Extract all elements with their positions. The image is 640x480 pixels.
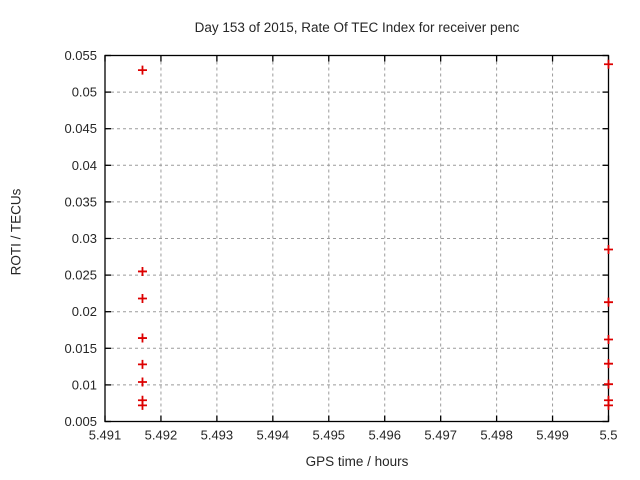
data-point-marker <box>137 359 147 369</box>
data-point-marker <box>137 266 147 276</box>
y-tick-label: 0.025 <box>64 268 97 283</box>
data-point-marker <box>604 400 613 410</box>
x-axis-label: GPS time / hours <box>305 454 409 469</box>
x-tick-label: 5.498 <box>480 428 513 443</box>
data-point-marker <box>604 297 613 307</box>
y-tick-label: 0.02 <box>72 304 97 319</box>
data-point-marker <box>604 379 613 389</box>
data-point-marker <box>604 59 613 69</box>
data-point-marker <box>137 294 147 304</box>
y-tick-label: 0.03 <box>72 231 97 246</box>
y-tick-label: 0.035 <box>64 194 97 209</box>
x-tick-label: 5.492 <box>145 428 178 443</box>
x-tick-label: 5.497 <box>424 428 457 443</box>
data-point-marker <box>604 244 613 254</box>
x-tick-label: 5.494 <box>257 428 290 443</box>
y-tick-label: 0.055 <box>64 48 97 63</box>
x-tick-label: 5.491 <box>89 428 122 443</box>
y-tick-label: 0.015 <box>64 341 97 356</box>
data-point-marker <box>137 377 147 387</box>
x-tick-label: 5.493 <box>201 428 234 443</box>
y-tick-label: 0.045 <box>64 121 97 136</box>
x-tick-label: 5.499 <box>536 428 569 443</box>
y-tick-label: 0.04 <box>72 158 97 173</box>
y-tick-label: 0.05 <box>72 85 97 100</box>
data-point-marker <box>604 335 613 345</box>
x-tick-label: 5.496 <box>368 428 401 443</box>
x-tick-label: 5.5 <box>599 428 617 443</box>
data-point-marker <box>137 65 147 75</box>
data-point-marker <box>137 333 147 343</box>
chart-title: Day 153 of 2015, Rate Of TEC Index for r… <box>194 20 520 35</box>
x-tick-label: 5.495 <box>313 428 346 443</box>
data-point-marker <box>137 400 147 410</box>
y-tick-label: 0.01 <box>72 377 97 392</box>
y-tick-label: 0.005 <box>64 414 97 429</box>
data-point-marker <box>604 359 613 369</box>
